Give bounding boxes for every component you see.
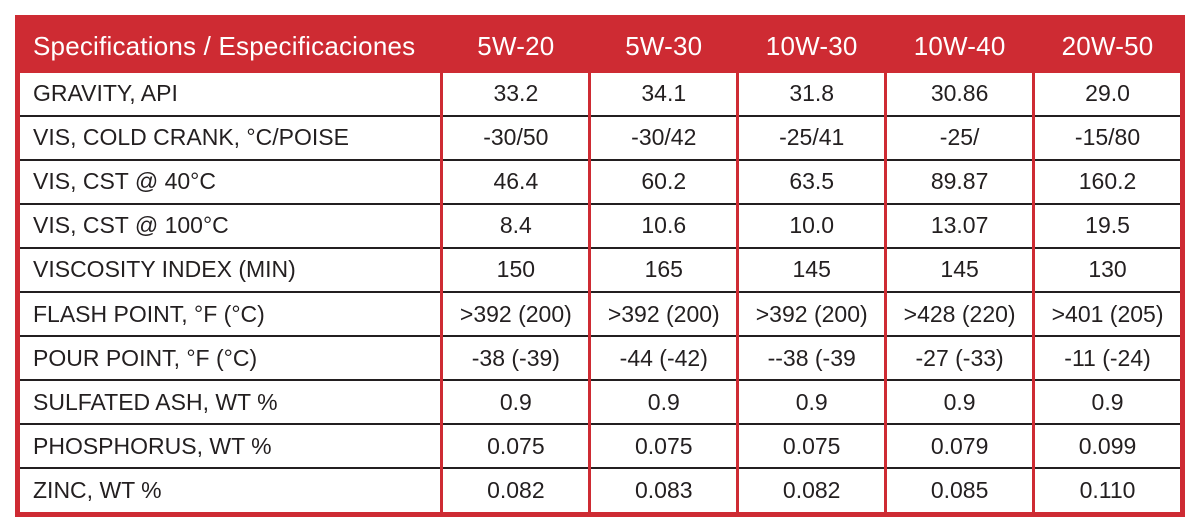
header-grade-5w-30: 5W-30 xyxy=(588,17,738,73)
table-row: VIS, CST @ 40°C 46.4 60.2 63.5 89.87 160.2 xyxy=(17,158,1183,204)
cell-value: 46.4 xyxy=(440,158,590,204)
cell-value: 160.2 xyxy=(1032,158,1183,204)
cell-value: 0.9 xyxy=(588,379,738,425)
cell-value: 0.082 xyxy=(736,467,886,515)
row-label: VIS, CST @ 40°C xyxy=(17,158,442,204)
cell-value: 0.075 xyxy=(736,423,886,469)
header-grade-10w-40: 10W-40 xyxy=(884,17,1034,73)
row-label: GRAVITY, API xyxy=(33,80,178,107)
row-label: PHOSPHORUS, WT % xyxy=(17,423,442,469)
cell-value: 31.8 xyxy=(736,73,886,116)
cell-value: 0.082 xyxy=(440,467,590,515)
cell-value: >392 (200) xyxy=(440,290,590,337)
cell-value: -30/42 xyxy=(588,114,738,160)
cell-value: 34.1 xyxy=(588,73,738,116)
cell-value: 10.6 xyxy=(588,202,738,248)
cell-value: 0.079 xyxy=(884,423,1034,469)
cell-value: 0.9 xyxy=(1032,379,1183,425)
cell-value: -44 (-42) xyxy=(588,335,738,381)
header-grade-20w-50: 20W-50 xyxy=(1032,17,1183,73)
table-body: GRAVITY, API 33.2 34.1 31.8 30.86 29.0 VIS, CO… xyxy=(17,73,1183,515)
cell-value: -30/50 xyxy=(440,114,590,160)
table-row: FLASH POINT, °F (°C) >392 (200) >392 (200)… xyxy=(17,290,1183,337)
cell-value: 0.9 xyxy=(440,379,590,425)
cell-value: >401 (205) xyxy=(1032,290,1183,337)
cell-value: 63.5 xyxy=(736,158,886,204)
cell-value: >428 (220) xyxy=(884,290,1034,337)
cell-value: 145 xyxy=(884,246,1034,292)
cell-value: 19.5 xyxy=(1032,202,1183,248)
cell-value: 130 xyxy=(1032,246,1183,292)
cell-value: -15/80 xyxy=(1032,114,1183,160)
cell-value: 150 xyxy=(440,246,590,292)
table-header: Specifications / Especificaciones 5W-20 5W… xyxy=(17,17,1183,73)
table-row: VIS, CST @ 100°C 8.4 10.6 10.0 13.07 19.5 xyxy=(17,202,1183,248)
cell-value: -11 (-24) xyxy=(1032,335,1183,381)
cell-value: 0.075 xyxy=(588,423,738,469)
cell-value: 0.110 xyxy=(1032,467,1183,515)
row-label: SULFATED ASH, WT % xyxy=(17,379,442,425)
header-specifications-label: Specifications / Especificaciones xyxy=(17,17,442,73)
cell-value: 33.2 xyxy=(440,73,590,116)
header-grade-5w-20: 5W-20 xyxy=(440,17,590,73)
row-label: VISCOSITY INDEX (MIN) xyxy=(17,246,442,292)
cell-value: -25/ xyxy=(884,114,1034,160)
row-label: POUR POINT, °F (°C) xyxy=(17,335,442,381)
row-label: VIS, CST @ 100°C xyxy=(17,202,442,248)
cell-value: 0.099 xyxy=(1032,423,1183,469)
table-row: PHOSPHORUS, WT % 0.075 0.075 0.075 0.079 0.09… xyxy=(17,423,1183,469)
table-row: POUR POINT, °F (°C) -38 (-39) -44 (-42) --3… xyxy=(17,335,1183,381)
row-label: ZINC, WT % xyxy=(17,467,442,515)
cell-value: 89.87 xyxy=(884,158,1034,204)
cell-value: -27 (-33) xyxy=(884,335,1034,381)
specifications-table: Specifications / Especificaciones 5W-20 5W… xyxy=(15,15,1185,517)
row-label: VIS, COLD CRANK, °C/POISE xyxy=(17,114,442,160)
cell-value: -25/41 xyxy=(736,114,886,160)
table-row: VISCOSITY INDEX (MIN) 150 165 145 145 130 xyxy=(17,246,1183,292)
cell-value: 145 xyxy=(736,246,886,292)
cell-value: >392 (200) xyxy=(736,290,886,337)
cell-value: 60.2 xyxy=(588,158,738,204)
header-grade-10w-30: 10W-30 xyxy=(736,17,886,73)
header-row: Specifications / Especificaciones 5W-20 5W… xyxy=(17,17,1183,73)
cell-value: 30.86 xyxy=(884,73,1034,116)
cell-value: 8.4 xyxy=(440,202,590,248)
cell-value: 0.9 xyxy=(884,379,1034,425)
cell-value: 13.07 xyxy=(884,202,1034,248)
cell-value: 0.9 xyxy=(736,379,886,425)
cell-value: 0.085 xyxy=(884,467,1034,515)
cell-value: 0.083 xyxy=(588,467,738,515)
row-label: FLASH POINT, °F (°C) xyxy=(17,290,442,337)
cell-value: >392 (200) xyxy=(588,290,738,337)
cell-value: 29.0 xyxy=(1032,73,1183,116)
cell-value: 0.075 xyxy=(440,423,590,469)
cell-value: --38 (-39 xyxy=(736,335,886,381)
cell-value: -38 (-39) xyxy=(440,335,590,381)
table-row: SULFATED ASH, WT % 0.9 0.9 0.9 0.9 0.9 xyxy=(17,379,1183,425)
cell-value: 10.0 xyxy=(736,202,886,248)
cell-value: 165 xyxy=(588,246,738,292)
table-row: VIS, COLD CRANK, °C/POISE -30/50 -30/42 -25… xyxy=(17,114,1183,160)
table-row: GRAVITY, API 33.2 34.1 31.8 30.86 29.0 xyxy=(18,73,1183,116)
table-row: ZINC, WT % 0.082 0.083 0.082 0.085 0.110 xyxy=(17,467,1183,515)
